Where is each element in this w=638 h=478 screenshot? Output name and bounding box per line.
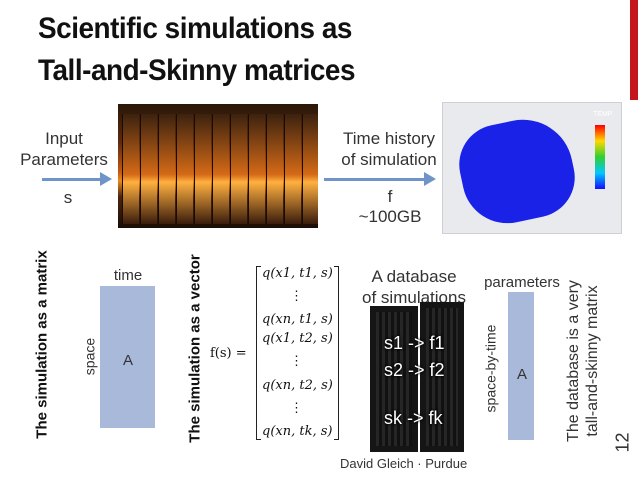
colorbar-title: TEMP xyxy=(593,111,613,118)
input-variable: s xyxy=(63,188,73,207)
colorbar xyxy=(595,125,605,189)
server-rack-left xyxy=(370,306,418,452)
db-parameters-label: parameters xyxy=(484,274,560,291)
right-heading-line-2: tall-and-skinny matrix xyxy=(584,285,601,437)
title-line-1: Scientific simulations as xyxy=(38,12,352,45)
vector-entry: q(xn, tk, s) xyxy=(262,424,333,439)
matrix-heading: The simulation as a matrix xyxy=(33,250,51,439)
simulation-matrix xyxy=(100,286,155,428)
output-arrow xyxy=(324,178,426,181)
simulation-image: TEMP xyxy=(442,102,622,234)
vector-heading: The simulation as a vector xyxy=(186,254,204,443)
page-number-wrap: 12 xyxy=(608,432,638,456)
footer-credit: David Gleich · Purdue xyxy=(340,456,468,471)
vector-left-bracket xyxy=(256,266,261,440)
input-label-line-1: Input xyxy=(45,129,83,148)
database-title-line-1: A database xyxy=(371,267,457,286)
vector-entry: q(x1, t1, s) xyxy=(262,266,333,281)
input-arrowhead xyxy=(100,172,112,186)
input-label-line-2: Parameters xyxy=(20,150,108,169)
vector-lhs: f(s) = xyxy=(210,346,247,361)
right-heading-line-1: The database is a very xyxy=(565,280,582,442)
vector-dots: ⋮ xyxy=(290,401,303,416)
cylinder-shape xyxy=(451,110,583,232)
slide-title: Scientific simulations as Tall-and-Skinn… xyxy=(38,8,355,92)
output-variable: f xyxy=(387,187,393,206)
server-rack-right xyxy=(420,302,464,452)
input-label: Input Parameters xyxy=(14,128,114,170)
output-arrowhead xyxy=(424,172,436,186)
vector-dots: ⋮ xyxy=(290,354,303,369)
right-heading-wrap: The database is a very tall-and-skinny m… xyxy=(498,280,638,442)
mapping-sk-fk: sk -> fk xyxy=(384,408,443,428)
vector-entry: q(xn, t2, s) xyxy=(262,378,333,393)
output-label-line-2: of simulation xyxy=(341,150,437,169)
supercomputer-image xyxy=(118,104,318,228)
title-line-2: Tall-and-Skinny matrices xyxy=(38,54,356,87)
db-matrix-name: A xyxy=(516,366,527,383)
input-arrow xyxy=(42,178,102,181)
vector-entry: q(x1, t2, s) xyxy=(262,331,333,346)
database-matrix xyxy=(508,292,534,440)
output-size: ~100GB xyxy=(358,207,422,226)
accent-bar xyxy=(630,0,638,100)
mapping-s1-f1: s1 -> f1 xyxy=(384,333,445,353)
matrix-time-label: time xyxy=(113,267,143,284)
mapping-s2-f2: s2 -> f2 xyxy=(384,360,445,380)
matrix-name: A xyxy=(122,352,133,369)
output-label-line-1: Time history xyxy=(343,129,435,148)
vector-right-bracket xyxy=(334,266,339,440)
output-label: Time history of simulation xyxy=(330,128,448,170)
vector-dots: ⋮ xyxy=(290,289,303,304)
vector-entry: q(xn, t1, s) xyxy=(262,312,333,327)
page-number: 12 xyxy=(612,432,633,453)
